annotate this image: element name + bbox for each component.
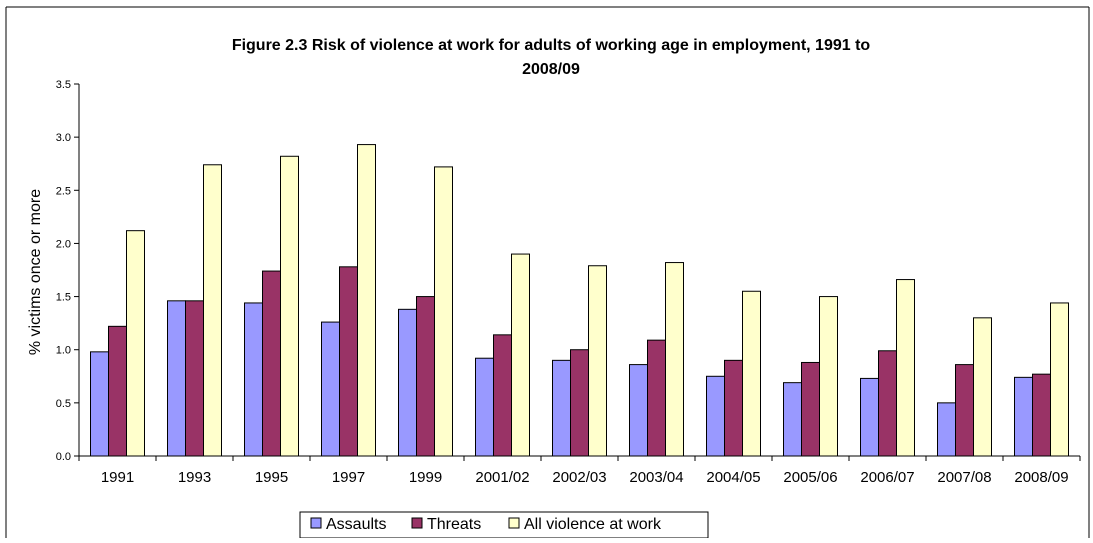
bar-assaults-2004-05 (706, 375, 725, 457)
y-tick-label: 1.5 (56, 292, 71, 304)
x-tick-label: 2004/05 (706, 469, 760, 486)
bar-threats-1993 (185, 300, 204, 457)
bar-threats-2006-07 (878, 350, 897, 457)
y-tick-label: 0.0 (56, 451, 71, 463)
bar-all-violence-at-work-1993 (203, 164, 222, 457)
bar-assaults-2002-03 (552, 359, 571, 457)
bar-threats-1991 (108, 325, 127, 457)
bar-assaults-2006-07 (860, 377, 879, 457)
bar-threats-2007-08 (955, 364, 974, 457)
legend-swatch-threats (411, 517, 423, 529)
bar-all-violence-at-work-2003-04 (665, 262, 684, 457)
bar-threats-1997 (339, 266, 358, 457)
bar-assaults-1997 (321, 321, 340, 457)
x-tick-label: 1995 (255, 469, 288, 486)
x-tick-label: 1991 (101, 469, 134, 486)
bar-threats-2002-03 (570, 349, 589, 457)
bar-threats-2001-02 (493, 334, 512, 457)
y-tick-label: 3.5 (56, 79, 71, 91)
bar-assaults-1991 (90, 351, 109, 457)
legend-label-threats: Threats (427, 516, 481, 533)
bar-assaults-2003-04 (629, 364, 648, 457)
x-tick-label: 2008/09 (1014, 469, 1068, 486)
x-tick-label: 2002/03 (552, 469, 606, 486)
chart-title-line1: Figure 2.3 Risk of violence at work for … (232, 37, 871, 54)
bar-all-violence-at-work-1997 (357, 144, 376, 457)
bar-all-violence-at-work-1999 (434, 166, 453, 457)
x-tick-label: 1999 (409, 469, 442, 486)
bar-all-violence-at-work-2007-08 (973, 317, 992, 457)
x-tick-label: 2007/08 (937, 469, 991, 486)
bar-threats-2003-04 (647, 339, 666, 457)
y-tick-label: 2.5 (56, 185, 71, 197)
legend: Assaults Threats All violence at work (299, 511, 709, 539)
bar-all-violence-at-work-2005-06 (819, 296, 838, 457)
bar-assaults-1999 (398, 308, 417, 457)
bar-assaults-1995 (244, 302, 263, 457)
x-tick-label: 2001/02 (475, 469, 529, 486)
bar-assaults-2007-08 (937, 402, 956, 457)
y-axis-label: % victims once or more (27, 189, 44, 355)
bar-all-violence-at-work-2002-03 (588, 265, 607, 457)
legend-box (299, 511, 709, 539)
x-tick-label: 2005/06 (783, 469, 837, 486)
bar-threats-1999 (416, 296, 435, 457)
bar-threats-2005-06 (801, 361, 820, 457)
legend-label-assaults: Assaults (326, 516, 386, 533)
bar-threats-1995 (262, 270, 281, 457)
bar-assaults-2008-09 (1014, 376, 1033, 457)
bar-all-violence-at-work-2004-05 (742, 290, 761, 457)
bar-all-violence-at-work-2008-09 (1050, 302, 1069, 457)
bar-assaults-2001-02 (475, 357, 494, 457)
bar-assaults-1993 (167, 300, 186, 457)
bar-all-violence-at-work-2006-07 (896, 279, 915, 457)
plot-area: 0.0 0.5 1.0 1.5 2.0 2.5 3.0 3.5 1991 1993 1995 1997… (56, 79, 1081, 486)
x-tick-label: 1997 (332, 469, 365, 486)
x-tick-label: 1993 (178, 469, 211, 486)
bar-all-violence-at-work-1995 (280, 155, 299, 457)
x-tick-label: 2003/04 (629, 469, 683, 486)
bar-all-violence-at-work-1991 (126, 230, 145, 457)
legend-swatch-assaults (310, 517, 322, 529)
legend-label-all-violence: All violence at work (524, 516, 662, 533)
y-tick-label: 3.0 (56, 132, 71, 144)
bar-threats-2004-05 (724, 359, 743, 457)
bar-assaults-2005-06 (783, 382, 802, 457)
y-tick-label: 2.0 (56, 238, 71, 250)
bar-threats-2008-09 (1032, 373, 1051, 457)
x-tick-label: 2006/07 (860, 469, 914, 486)
y-tick-label: 0.5 (56, 398, 71, 410)
legend-swatch-all-violence (508, 517, 520, 529)
y-tick-label: 1.0 (56, 345, 71, 357)
bar-all-violence-at-work-2001-02 (511, 253, 530, 457)
chart-title-line2: 2008/09 (522, 61, 580, 78)
